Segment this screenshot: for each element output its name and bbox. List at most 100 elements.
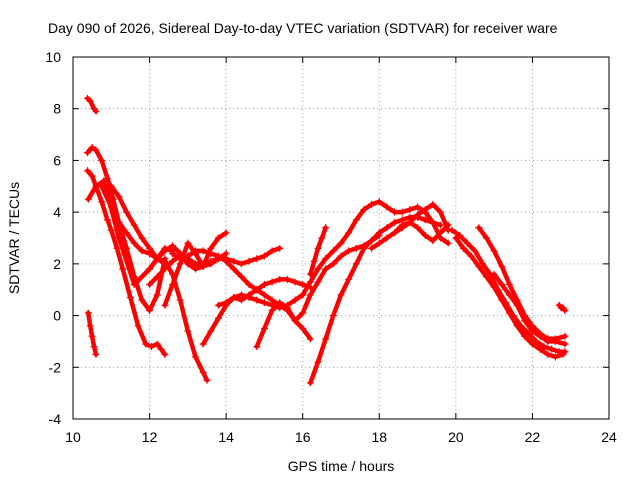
data-point bbox=[230, 293, 238, 301]
data-point bbox=[142, 340, 150, 348]
data-point bbox=[467, 252, 475, 260]
data-point bbox=[482, 273, 490, 281]
data-point bbox=[153, 255, 161, 263]
data-series bbox=[84, 94, 569, 387]
data-point bbox=[345, 275, 353, 283]
data-point bbox=[199, 262, 207, 270]
data-point bbox=[540, 343, 548, 351]
data-point bbox=[490, 247, 498, 255]
data-point bbox=[375, 229, 383, 237]
data-point bbox=[176, 260, 184, 268]
data-point bbox=[421, 206, 429, 214]
data-point bbox=[505, 281, 513, 289]
data-point bbox=[559, 350, 567, 358]
data-point bbox=[98, 198, 106, 206]
data-point bbox=[161, 247, 169, 255]
data-point bbox=[245, 257, 253, 265]
data-point bbox=[199, 340, 207, 348]
data-point bbox=[513, 301, 521, 309]
data-point bbox=[92, 350, 100, 358]
data-point bbox=[107, 226, 115, 234]
data-point bbox=[283, 304, 291, 312]
y-tick-label: 2 bbox=[53, 256, 61, 272]
data-point bbox=[421, 231, 429, 239]
data-point bbox=[184, 252, 192, 260]
data-point bbox=[329, 247, 337, 255]
data-point bbox=[306, 379, 314, 387]
x-tick-label: 14 bbox=[218, 429, 234, 445]
data-point bbox=[88, 332, 96, 340]
data-point bbox=[92, 107, 100, 115]
data-point bbox=[383, 234, 391, 242]
data-point bbox=[306, 335, 314, 343]
data-point bbox=[337, 291, 345, 299]
data-point bbox=[130, 281, 138, 289]
data-point bbox=[505, 291, 513, 299]
data-point bbox=[475, 224, 483, 232]
data-point bbox=[230, 257, 238, 265]
data-point bbox=[352, 216, 360, 224]
data-point bbox=[561, 340, 569, 348]
x-tick-label: 22 bbox=[525, 429, 541, 445]
y-tick-label: 4 bbox=[53, 204, 61, 220]
data-point bbox=[169, 242, 177, 250]
data-point bbox=[437, 229, 445, 237]
data-point bbox=[521, 332, 529, 340]
data-point bbox=[310, 257, 318, 265]
data-point bbox=[398, 208, 406, 216]
data-point bbox=[498, 281, 506, 289]
data-point bbox=[115, 193, 123, 201]
y-tick-label: -4 bbox=[49, 411, 62, 427]
data-point bbox=[146, 250, 154, 258]
data-point bbox=[184, 239, 192, 247]
data-point bbox=[237, 296, 245, 304]
data-point bbox=[532, 337, 540, 345]
data-point bbox=[544, 350, 552, 358]
data-point bbox=[482, 234, 490, 242]
data-point bbox=[192, 353, 200, 361]
data-point bbox=[322, 265, 330, 273]
data-point bbox=[551, 353, 559, 361]
data-point bbox=[153, 340, 161, 348]
data-point bbox=[360, 244, 368, 252]
data-point bbox=[391, 218, 399, 226]
data-point bbox=[505, 309, 513, 317]
data-point bbox=[138, 247, 146, 255]
y-tick-label: -2 bbox=[49, 359, 62, 375]
series-track-15 bbox=[308, 215, 443, 386]
data-point bbox=[276, 275, 284, 283]
data-point bbox=[276, 299, 284, 307]
data-point bbox=[421, 216, 429, 224]
x-axis-label: GPS time / hours bbox=[288, 458, 395, 474]
data-point bbox=[147, 343, 155, 351]
x-tick-label: 12 bbox=[142, 429, 158, 445]
data-point bbox=[322, 335, 330, 343]
data-point bbox=[115, 234, 123, 242]
data-point bbox=[479, 260, 487, 268]
data-point bbox=[130, 239, 138, 247]
data-point bbox=[103, 175, 111, 183]
x-tick-label: 20 bbox=[448, 429, 464, 445]
data-point bbox=[222, 257, 230, 265]
x-tick-label: 24 bbox=[601, 429, 617, 445]
data-point bbox=[322, 255, 330, 263]
data-point bbox=[463, 239, 471, 247]
data-point bbox=[157, 345, 165, 353]
data-point bbox=[92, 146, 100, 154]
data-point bbox=[448, 226, 456, 234]
data-point bbox=[130, 221, 138, 229]
data-point bbox=[528, 340, 536, 348]
data-point bbox=[414, 203, 422, 211]
data-point bbox=[260, 291, 268, 299]
data-point bbox=[375, 239, 383, 247]
data-point bbox=[452, 234, 460, 242]
data-point bbox=[498, 296, 506, 304]
data-point bbox=[337, 239, 345, 247]
data-point bbox=[525, 330, 533, 338]
data-point bbox=[429, 237, 437, 245]
data-point bbox=[368, 244, 376, 252]
data-point bbox=[153, 273, 161, 281]
data-point bbox=[306, 270, 314, 278]
y-tick-label: 10 bbox=[45, 49, 61, 65]
data-point bbox=[283, 275, 291, 283]
